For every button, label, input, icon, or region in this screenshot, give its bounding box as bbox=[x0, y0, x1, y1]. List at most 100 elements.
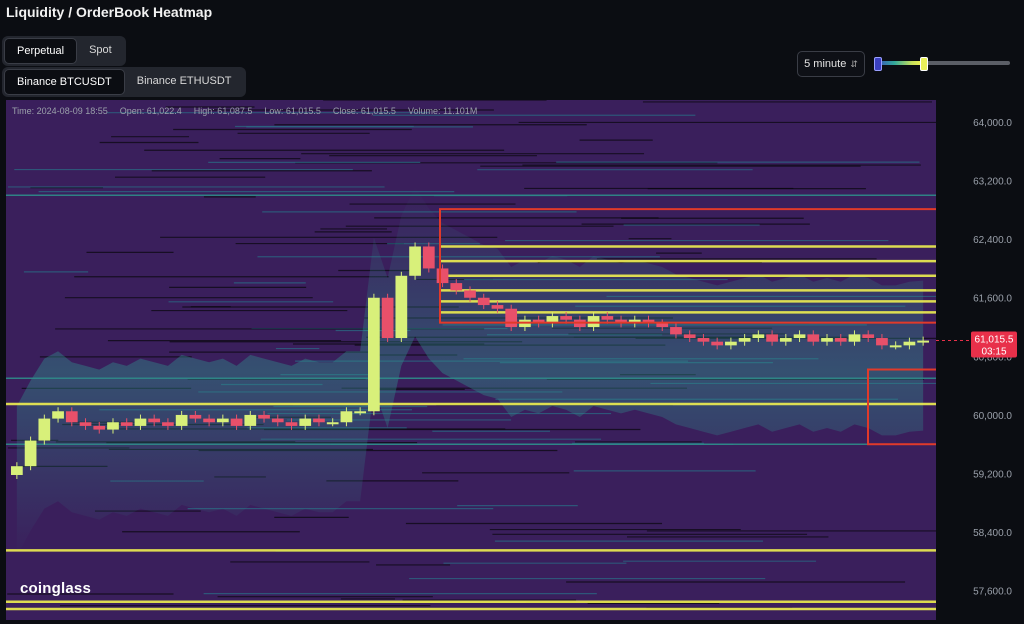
candle bbox=[697, 338, 710, 342]
price-tick-label: 57,600.0 bbox=[973, 587, 1012, 598]
chevron-updown-icon: ⇵ bbox=[850, 58, 858, 69]
ohlc-info: Time: 2024-08-09 18:55 Open: 61,022.4 Hi… bbox=[12, 106, 477, 116]
candle bbox=[175, 414, 188, 426]
tab-spot[interactable]: Spot bbox=[89, 44, 112, 56]
tab-ethusdt[interactable]: Binance ETHUSDT bbox=[136, 75, 232, 87]
candle bbox=[340, 411, 353, 423]
candle bbox=[560, 316, 572, 320]
candle bbox=[354, 411, 367, 414]
candle bbox=[79, 422, 92, 426]
candle bbox=[148, 418, 161, 423]
candle bbox=[848, 334, 861, 342]
candle bbox=[313, 418, 325, 423]
candle bbox=[711, 341, 724, 346]
candle bbox=[889, 345, 902, 348]
info-close: Close: 61,015.5 bbox=[332, 106, 396, 116]
candle bbox=[107, 422, 119, 430]
candle bbox=[505, 308, 518, 328]
page-title: Liquidity / OrderBook Heatmap bbox=[6, 4, 213, 20]
candle bbox=[615, 319, 627, 324]
candle bbox=[876, 338, 888, 346]
heatmap-chart[interactable]: 64,000.0 63,200.0 62,400.0 61,600.0 60,800.0… bbox=[0, 100, 1024, 624]
candle bbox=[601, 316, 614, 320]
candle bbox=[656, 323, 669, 328]
candle bbox=[793, 334, 806, 339]
countdown-label: 03:15 bbox=[981, 347, 1006, 358]
slider-min-handle[interactable] bbox=[874, 57, 882, 71]
info-high: High: 61,087.5 bbox=[193, 106, 253, 116]
price-tick-label: 63,200.0 bbox=[973, 177, 1012, 188]
coinglass-logo: coinglass bbox=[20, 580, 91, 597]
info-open: Open: 61,022.4 bbox=[119, 106, 182, 116]
candle bbox=[917, 340, 929, 343]
candle bbox=[285, 422, 298, 426]
candle bbox=[120, 422, 133, 426]
candle bbox=[834, 338, 847, 342]
candle bbox=[642, 319, 655, 324]
candle bbox=[230, 418, 243, 426]
candle bbox=[258, 414, 270, 419]
candle bbox=[683, 334, 696, 339]
candle bbox=[203, 418, 215, 423]
candle bbox=[52, 411, 64, 419]
candle bbox=[532, 319, 545, 324]
candle bbox=[628, 319, 641, 324]
candle bbox=[65, 411, 78, 423]
candle bbox=[189, 414, 202, 419]
tab-perpetual[interactable]: Perpetual bbox=[4, 38, 78, 64]
info-time: Time: 2024-08-09 18:55 bbox=[12, 106, 108, 116]
candle bbox=[752, 334, 765, 339]
candle bbox=[422, 246, 435, 269]
candle bbox=[162, 422, 174, 426]
info-low: Low: 61,015.5 bbox=[264, 106, 321, 116]
candle bbox=[491, 305, 504, 309]
candle bbox=[725, 341, 737, 346]
price-tick-label: 60,800.0 bbox=[973, 352, 1012, 363]
slider-track[interactable] bbox=[874, 61, 1010, 65]
candle bbox=[299, 418, 312, 426]
interval-select[interactable]: 5 minute ⇵ bbox=[797, 51, 865, 77]
candle bbox=[821, 338, 833, 342]
candle bbox=[862, 334, 875, 339]
candle bbox=[326, 422, 339, 425]
candle bbox=[903, 341, 916, 346]
candle bbox=[450, 283, 463, 291]
candle bbox=[587, 316, 600, 328]
market-type-toggle[interactable]: Perpetual Spot bbox=[2, 36, 126, 66]
price-tick-label: 61,600.0 bbox=[973, 294, 1012, 305]
current-price-tag bbox=[971, 331, 1017, 358]
candle bbox=[546, 316, 559, 324]
symbol-toggle[interactable]: Binance BTCUSDT Binance ETHUSDT bbox=[2, 67, 246, 97]
candle bbox=[24, 440, 37, 467]
liquidity-glow-band bbox=[16, 186, 924, 557]
interval-value: 5 minute bbox=[804, 58, 847, 70]
candle bbox=[271, 418, 284, 423]
candle bbox=[368, 297, 380, 412]
tab-btcusdt[interactable]: Binance BTCUSDT bbox=[4, 69, 125, 95]
candle bbox=[381, 297, 394, 339]
candle bbox=[477, 297, 490, 306]
candle bbox=[216, 418, 229, 423]
slider-max-handle[interactable] bbox=[920, 57, 928, 71]
candle bbox=[11, 466, 23, 475]
price-tick-label: 64,000.0 bbox=[973, 118, 1012, 129]
candle bbox=[409, 246, 421, 276]
info-volume: Volume: 11.101M bbox=[407, 106, 478, 116]
candle bbox=[134, 418, 147, 426]
candle bbox=[464, 290, 476, 298]
price-tick-label: 60,000.0 bbox=[973, 411, 1012, 422]
candle bbox=[38, 418, 51, 441]
candle bbox=[395, 275, 408, 339]
price-tick-label: 62,400.0 bbox=[973, 235, 1012, 246]
candle bbox=[779, 338, 792, 342]
candle bbox=[738, 338, 751, 342]
candle bbox=[670, 327, 682, 335]
candle bbox=[93, 425, 106, 430]
candle bbox=[244, 414, 257, 426]
price-tick-label: 58,400.0 bbox=[973, 528, 1012, 539]
candle bbox=[436, 268, 449, 284]
price-tick-label: 59,200.0 bbox=[973, 470, 1012, 481]
price-axis-bg bbox=[936, 100, 1024, 620]
candle bbox=[807, 334, 820, 342]
intensity-slider[interactable] bbox=[874, 57, 1010, 71]
